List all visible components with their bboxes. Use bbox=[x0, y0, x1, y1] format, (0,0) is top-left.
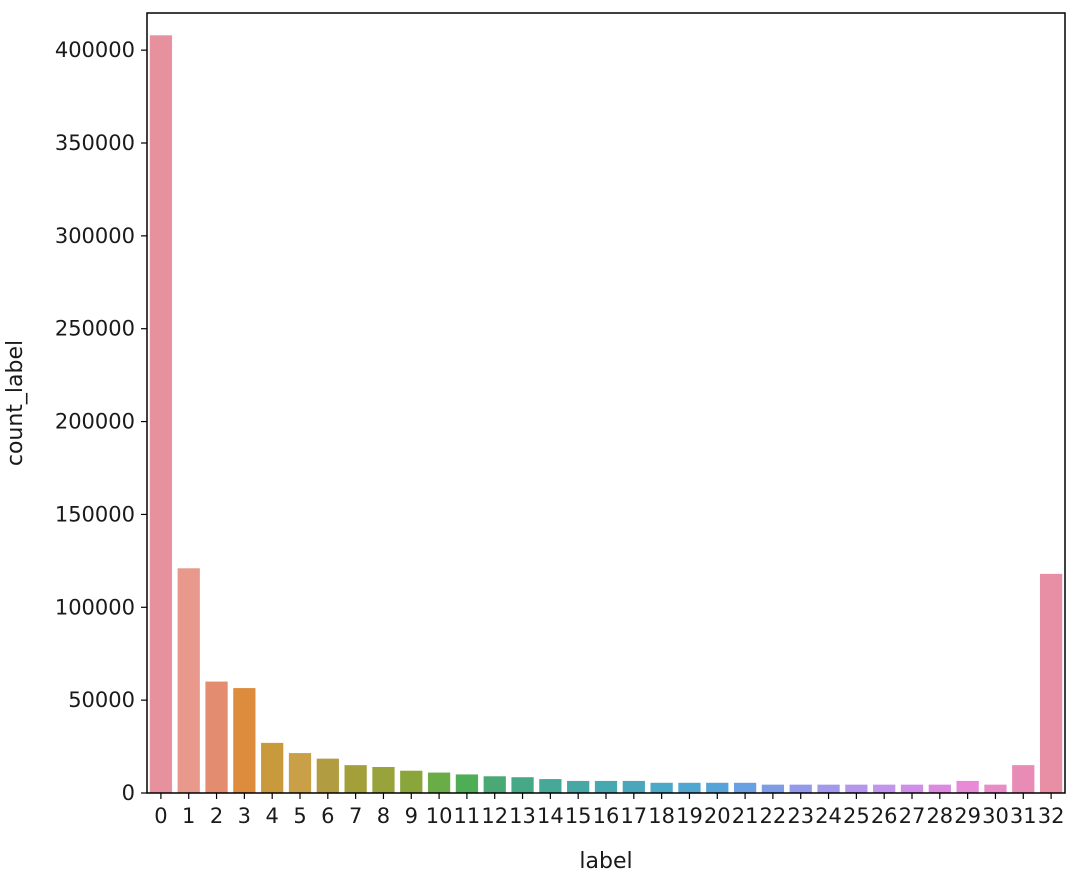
bar-9 bbox=[400, 770, 423, 793]
y-tick-label: 150000 bbox=[55, 502, 135, 526]
x-tick-label: 18 bbox=[648, 804, 675, 828]
bar-7 bbox=[344, 765, 367, 793]
y-tick-label: 200000 bbox=[55, 410, 135, 434]
x-tick-label: 20 bbox=[704, 804, 731, 828]
plot-frame bbox=[146, 12, 1066, 794]
bar-23 bbox=[789, 784, 812, 793]
bar-0 bbox=[149, 35, 173, 794]
bar-13 bbox=[511, 777, 534, 793]
x-tick-label: 32 bbox=[1038, 804, 1065, 828]
bar-15 bbox=[567, 780, 590, 793]
x-tick-label: 0 bbox=[154, 804, 167, 828]
x-tick-label: 3 bbox=[238, 804, 251, 828]
x-tick-label: 28 bbox=[926, 804, 953, 828]
x-tick-label: 23 bbox=[787, 804, 814, 828]
bar-5 bbox=[288, 753, 312, 793]
y-tick-label: 300000 bbox=[55, 224, 135, 248]
bar-32 bbox=[1039, 573, 1063, 793]
bar-14 bbox=[539, 779, 562, 793]
y-axis-label: count_label bbox=[3, 340, 28, 466]
y-tick-label: 50000 bbox=[68, 688, 135, 712]
y-axis-ticks: 0 50000 100000 150000 200000 250000 300000 3500… bbox=[55, 38, 147, 805]
x-tick-label: 29 bbox=[954, 804, 981, 828]
x-tick-label: 11 bbox=[454, 804, 481, 828]
x-tick-label: 22 bbox=[760, 804, 787, 828]
bar-30 bbox=[984, 784, 1007, 793]
x-tick-label: 26 bbox=[871, 804, 898, 828]
bars-group bbox=[149, 35, 1063, 794]
bar-6 bbox=[316, 758, 339, 793]
bar-17 bbox=[622, 780, 645, 793]
x-axis-ticks: 0 1 2 3 4 5 6 7 8 9 10 11 12 13 14 15 16 17 18 19 20 21 22 23 24… bbox=[154, 793, 1064, 828]
bar-29 bbox=[956, 780, 979, 793]
bar-19 bbox=[678, 782, 701, 793]
x-tick-label: 21 bbox=[732, 804, 759, 828]
x-axis-label: label bbox=[579, 849, 632, 874]
x-tick-label: 30 bbox=[982, 804, 1009, 828]
x-tick-label: 5 bbox=[293, 804, 306, 828]
x-tick-label: 27 bbox=[899, 804, 926, 828]
x-tick-label: 9 bbox=[405, 804, 418, 828]
bar-25 bbox=[845, 784, 868, 793]
bar-11 bbox=[455, 774, 479, 793]
x-tick-label: 7 bbox=[349, 804, 362, 828]
y-tick-label: 400000 bbox=[55, 38, 135, 62]
bar-8 bbox=[372, 767, 395, 793]
x-tick-label: 10 bbox=[426, 804, 453, 828]
x-tick-label: 15 bbox=[565, 804, 592, 828]
bar-3 bbox=[233, 688, 256, 793]
x-tick-label: 1 bbox=[182, 804, 195, 828]
x-tick-label: 8 bbox=[377, 804, 390, 828]
x-tick-label: 17 bbox=[620, 804, 647, 828]
x-tick-label: 24 bbox=[815, 804, 842, 828]
x-tick-label: 6 bbox=[321, 804, 334, 828]
y-tick-label: 250000 bbox=[55, 317, 135, 341]
bar-2 bbox=[205, 681, 228, 793]
x-tick-label: 25 bbox=[843, 804, 870, 828]
bar-18 bbox=[650, 782, 673, 793]
x-tick-label: 12 bbox=[481, 804, 508, 828]
bar-10 bbox=[427, 772, 451, 793]
bar-16 bbox=[594, 780, 618, 793]
x-tick-label: 16 bbox=[593, 804, 620, 828]
x-tick-label: 2 bbox=[210, 804, 223, 828]
bar-12 bbox=[483, 776, 506, 793]
bar-31 bbox=[1012, 765, 1035, 793]
bar-1 bbox=[177, 568, 200, 793]
x-tick-label: 19 bbox=[676, 804, 703, 828]
bar-20 bbox=[706, 782, 729, 793]
bar-24 bbox=[817, 784, 840, 793]
x-tick-label: 31 bbox=[1010, 804, 1037, 828]
x-tick-label: 14 bbox=[537, 804, 564, 828]
y-tick-label: 100000 bbox=[55, 595, 135, 619]
y-tick-label: 0 bbox=[122, 781, 135, 805]
y-tick-label: 350000 bbox=[55, 131, 135, 155]
x-tick-label: 13 bbox=[509, 804, 536, 828]
bar-21 bbox=[733, 782, 757, 793]
bar-28 bbox=[928, 784, 951, 793]
bar-4 bbox=[261, 742, 284, 793]
x-tick-label: 4 bbox=[265, 804, 278, 828]
bar-22 bbox=[761, 784, 785, 793]
bar-27 bbox=[900, 784, 924, 793]
bar-26 bbox=[873, 784, 896, 793]
